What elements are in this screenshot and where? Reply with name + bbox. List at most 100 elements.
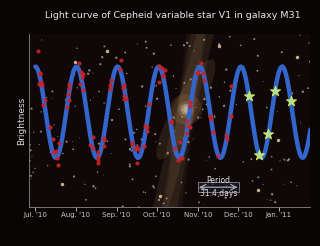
Point xyxy=(200,107,205,111)
Point xyxy=(269,155,274,159)
Point xyxy=(124,96,129,100)
Point xyxy=(161,74,166,77)
Point xyxy=(232,89,237,93)
Point xyxy=(132,131,137,135)
Point xyxy=(105,49,110,53)
Text: Light curve of Cepheid variable star V1 in galaxy M31: Light curve of Cepheid variable star V1 … xyxy=(45,11,300,20)
Point xyxy=(202,97,207,101)
Point xyxy=(212,114,217,118)
Point xyxy=(161,201,166,205)
Point xyxy=(87,68,92,72)
Point xyxy=(210,182,215,186)
Point xyxy=(41,103,46,107)
Point xyxy=(134,161,140,165)
Point xyxy=(229,84,234,88)
Point xyxy=(121,83,126,87)
Point xyxy=(38,110,44,114)
Y-axis label: Brightness: Brightness xyxy=(17,96,26,145)
Point xyxy=(85,72,91,76)
Ellipse shape xyxy=(183,106,188,113)
Point xyxy=(64,140,69,144)
Point xyxy=(229,114,234,118)
Point xyxy=(124,72,129,76)
Point xyxy=(193,63,198,67)
Point xyxy=(198,71,203,75)
Point xyxy=(175,158,180,162)
Point xyxy=(29,176,34,180)
Point xyxy=(224,68,229,72)
Point xyxy=(217,95,222,99)
Point xyxy=(153,132,158,136)
Point xyxy=(264,197,269,201)
Point xyxy=(228,89,233,92)
Point xyxy=(135,42,140,46)
Point xyxy=(101,144,107,148)
Point xyxy=(140,84,145,88)
Point xyxy=(121,86,126,90)
Point xyxy=(160,73,165,77)
Point xyxy=(135,143,140,147)
Point xyxy=(136,205,141,209)
Point xyxy=(255,188,260,192)
Point xyxy=(134,127,140,131)
Point xyxy=(272,89,277,93)
Point xyxy=(294,184,300,188)
Point xyxy=(67,86,72,90)
Point xyxy=(156,80,161,84)
Point xyxy=(224,184,229,188)
Point xyxy=(177,140,182,144)
Point xyxy=(142,144,147,148)
Point xyxy=(91,146,96,150)
Point xyxy=(50,137,55,141)
Point xyxy=(181,43,187,47)
Point xyxy=(279,50,284,54)
Point xyxy=(118,58,124,62)
Point xyxy=(141,190,146,194)
Point xyxy=(27,159,32,163)
Point xyxy=(56,141,61,145)
Point xyxy=(74,66,79,70)
Point xyxy=(153,140,158,144)
Point xyxy=(178,134,183,138)
Point xyxy=(263,132,268,136)
Point xyxy=(147,112,152,116)
Text: 31.4 days: 31.4 days xyxy=(200,189,237,199)
Point xyxy=(297,33,302,37)
Point xyxy=(100,146,105,150)
Point xyxy=(52,123,57,127)
Point xyxy=(93,186,98,190)
Point xyxy=(187,104,192,108)
Point xyxy=(144,46,149,50)
Point xyxy=(268,198,273,202)
Point xyxy=(30,170,36,174)
Point xyxy=(101,138,106,142)
Point xyxy=(28,174,33,178)
Point xyxy=(211,130,216,134)
Point xyxy=(65,105,70,108)
Point xyxy=(143,190,148,194)
Point xyxy=(194,106,199,109)
Point xyxy=(122,97,127,101)
Point xyxy=(298,121,303,125)
Point xyxy=(124,88,130,92)
Point xyxy=(290,91,295,95)
Point xyxy=(204,103,209,107)
Point xyxy=(260,183,266,186)
Point xyxy=(144,129,149,133)
Point xyxy=(68,77,73,81)
Point xyxy=(281,157,286,161)
Point xyxy=(169,119,174,123)
Point xyxy=(184,119,189,123)
Point xyxy=(154,84,159,88)
Point xyxy=(36,143,42,147)
Point xyxy=(183,131,188,135)
Point xyxy=(227,35,232,39)
Point xyxy=(96,142,101,146)
Point xyxy=(96,90,101,93)
Point xyxy=(255,54,260,58)
Point xyxy=(144,125,149,129)
Point xyxy=(50,137,55,141)
Point xyxy=(186,134,191,138)
Point xyxy=(135,157,140,161)
Point xyxy=(223,196,228,200)
